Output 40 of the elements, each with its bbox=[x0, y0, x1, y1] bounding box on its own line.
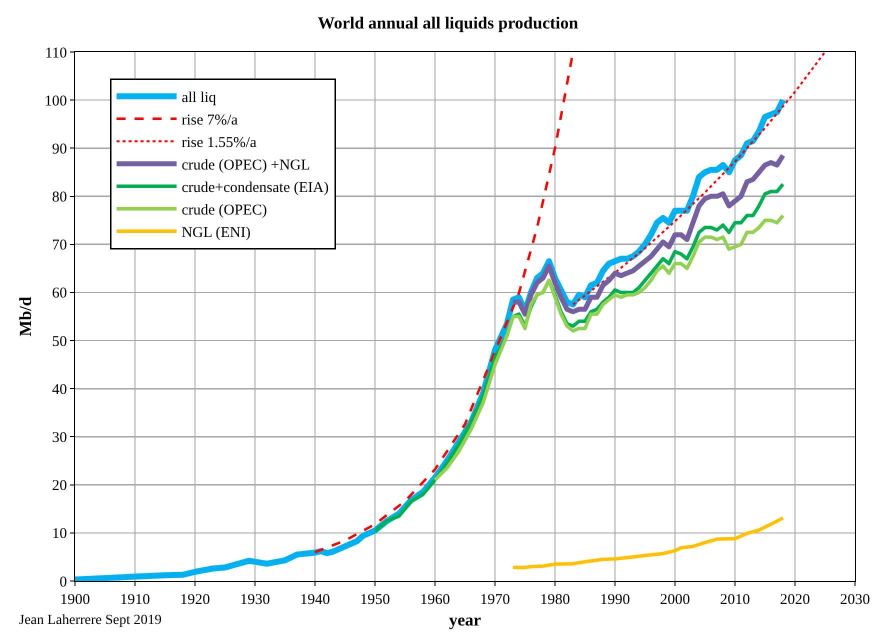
y-tick-label: 20 bbox=[52, 478, 67, 494]
y-tick-label: 50 bbox=[52, 334, 67, 350]
legend-label: crude+condensate (EIA) bbox=[182, 180, 329, 196]
y-tick-label: 10 bbox=[52, 526, 67, 542]
x-tick-label: 1910 bbox=[120, 592, 150, 608]
x-tick-label: 2010 bbox=[720, 592, 750, 608]
x-tick-label: 1980 bbox=[540, 592, 570, 608]
x-tick-label: 2000 bbox=[660, 592, 690, 608]
y-tick-label: 0 bbox=[60, 574, 67, 590]
legend-label: crude (OPEC) bbox=[182, 202, 268, 219]
legend-label: rise 7%/a bbox=[182, 112, 238, 129]
x-tick-label: 1960 bbox=[420, 592, 450, 608]
y-tick-label: 40 bbox=[52, 382, 67, 398]
x-tick-label: 2020 bbox=[780, 592, 810, 608]
line-series bbox=[433, 214, 785, 482]
text: Jean Laherrere Sept 2019 bbox=[19, 613, 162, 628]
y-tick-label: 90 bbox=[52, 141, 67, 158]
y-tick-label: 30 bbox=[52, 430, 67, 446]
y-tick-label: 100 bbox=[44, 93, 67, 110]
legend-label: all liq bbox=[182, 90, 217, 106]
y-tick-label: 110 bbox=[45, 45, 67, 62]
line-series bbox=[572, 52, 826, 306]
y-tick-label: 80 bbox=[52, 190, 67, 206]
y-tick-label: 70 bbox=[52, 238, 67, 254]
x-tick-label: 1970 bbox=[480, 592, 510, 608]
legend-label: rise 1.55%/a bbox=[182, 135, 257, 152]
x-tick-label: 1920 bbox=[180, 592, 210, 608]
line-series bbox=[511, 516, 785, 570]
x-tick-label: 1930 bbox=[240, 592, 270, 608]
x-tick-label: 2030 bbox=[840, 592, 870, 608]
x-tick-label: 1950 bbox=[360, 592, 390, 608]
x-tick-label: 1940 bbox=[300, 592, 330, 608]
x-tick-label: 1990 bbox=[600, 592, 630, 608]
legend-label: NGL (ENI) bbox=[182, 225, 251, 242]
y-tick-label: 60 bbox=[52, 286, 67, 302]
x-tick-label: 1900 bbox=[60, 592, 90, 608]
legend-label: crude (OPEC) +NGL bbox=[182, 158, 310, 174]
x-axis-title: year bbox=[448, 610, 482, 630]
y-axis-title: Mb/d bbox=[16, 296, 36, 336]
chart-title: World annual all liquids production bbox=[318, 13, 579, 32]
